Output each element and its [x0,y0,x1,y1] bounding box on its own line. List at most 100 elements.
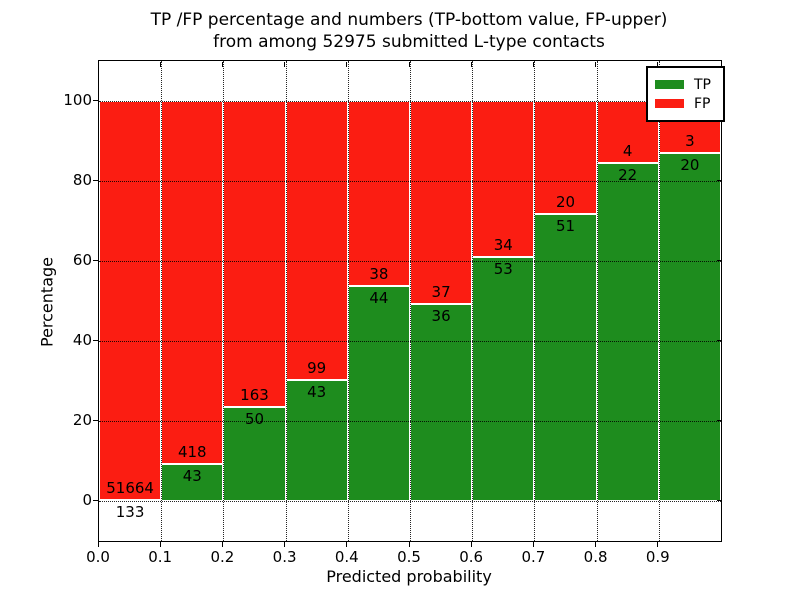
x-tick-mark-top [284,62,286,67]
x-tick-label: 0.5 [397,548,421,566]
bar-segment-fp [161,101,224,464]
annotation-fp-count: 38 [369,265,389,284]
annotation-fp-count: 51664 [106,478,154,497]
x-tick-mark [284,542,286,547]
y-tick-mark-right [717,419,722,421]
y-tick-mark-right [717,259,722,261]
x-tick-mark [470,542,472,547]
grid-line-vertical [285,61,287,541]
x-tick-mark-top [408,62,410,67]
y-tick-label: 40 [72,331,92,349]
y-tick-label: 0 [82,491,92,509]
annotation-tp-count: 53 [493,260,513,279]
bar-segment-tp [347,286,410,501]
y-tick-label: 80 [72,171,92,189]
y-tick-mark-right [717,179,722,181]
annotation-tp-count: 22 [618,165,638,184]
grid-line-vertical [410,61,411,541]
grid-line-vertical [161,61,163,541]
bar-segment-tp [161,463,224,501]
annotation-fp-count: 4 [622,141,633,160]
x-tick-label: 0.2 [210,548,235,566]
legend-label-fp: FP [694,95,711,112]
x-axis-label: Predicted probability [326,567,492,586]
x-tick-mark [159,542,161,547]
plot-area: 51664 133 418 43 163 50 99 43 38 44 37 36 34 53 20 51 4 2… [98,60,722,542]
x-tick-mark-top [595,62,597,67]
annotation-tp-count: 44 [369,289,389,308]
x-tick-label: 0.4 [334,548,359,566]
legend-entry-tp: TP [655,76,723,93]
x-tick-mark [595,542,597,547]
y-tick-label: 20 [72,411,92,429]
bar-segment-fp [410,101,473,304]
y-tick-mark [93,259,98,261]
x-tick-mark [346,542,348,547]
legend-entry-fp: FP [655,95,723,112]
annotation-fp-count: 418 [177,442,207,461]
grid-line-vertical [596,61,598,541]
x-tick-mark [97,542,99,547]
chart-title-line1: TP /FP percentage and numbers (TP-bottom… [150,10,668,30]
bar-segment-fp [534,101,597,214]
grid-line-vertical [347,61,349,541]
x-tick-mark [532,542,534,547]
y-tick-mark-right [717,339,722,341]
annotation-fp-count: 34 [493,236,513,255]
bar-segment-fp [285,101,348,380]
annotation-tp-count: 50 [244,410,265,429]
bar-segment-fp [99,101,162,500]
grid-line-vertical [223,61,225,541]
y-tick-mark-right [717,499,722,501]
annotation-tp-count: 133 [115,502,145,521]
x-tick-mark [657,542,659,547]
x-tick-label: 0.7 [521,548,546,566]
bar-segment-tp [596,162,659,501]
grid-line-vertical [472,61,474,541]
x-tick-label: 0.1 [148,548,173,566]
bar-segment-fp [472,101,535,258]
y-tick-mark [93,99,98,101]
annotation-fp-count: 163 [240,386,269,405]
x-tick-mark-top [470,62,472,67]
x-tick-label: 0.0 [86,548,110,566]
bar-segment-tp [410,303,473,501]
x-tick-mark-top [346,62,348,67]
fp-color-swatch [655,99,684,108]
grid-line-vertical [534,61,536,541]
x-tick-mark [221,542,223,547]
annotation-tp-count: 36 [431,306,451,325]
annotation-tp-count: 43 [307,382,327,401]
y-tick-label: 60 [72,251,92,269]
annotation-fp-count: 3 [685,132,695,151]
y-tick-mark [93,499,98,501]
bar-segment-tp [472,257,535,501]
y-tick-mark [93,419,98,421]
bar-segment-tp [658,153,721,501]
annotation-fp-count: 20 [555,192,576,211]
chart-title: TP /FP percentage and numbers (TP-bottom… [98,9,720,53]
grid-line-vertical [658,61,660,541]
x-tick-mark [408,542,410,547]
annotation-fp-count: 37 [431,282,451,301]
chart-title-line2: from among 52975 submitted L-type contac… [213,32,605,52]
annotation-fp-count: 99 [307,358,327,377]
bar-segment-tp [534,213,597,501]
annotation-tp-count: 43 [182,466,202,485]
legend: TP FP [646,66,725,122]
x-tick-label: 0.6 [459,548,484,566]
x-tick-mark-top [159,62,161,67]
x-tick-label: 0.3 [272,548,297,566]
annotation-tp-count: 20 [680,156,700,175]
bar-segment-tp [285,379,348,501]
y-tick-mark [93,179,98,181]
tp-color-swatch [655,80,684,89]
y-tick-mark [93,339,98,341]
bar-segment-fp [347,101,410,287]
x-tick-label: 0.9 [645,548,670,566]
legend-label-tp: TP [694,76,711,93]
x-tick-mark-top [221,62,223,67]
x-tick-label: 0.8 [583,548,608,566]
y-tick-label: 100 [63,91,92,109]
